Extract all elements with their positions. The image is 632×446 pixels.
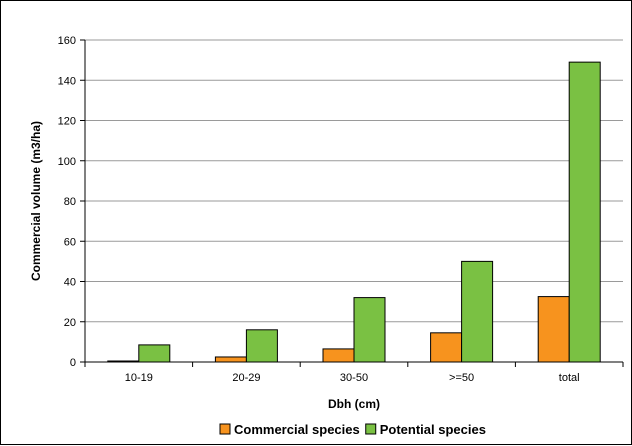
y-tick-label: 120	[58, 116, 76, 128]
legend-label: Potential species	[380, 422, 486, 437]
axes	[80, 39, 624, 367]
legend: Commercial species Potential species	[219, 422, 486, 437]
y-tick-label: 140	[58, 75, 76, 87]
y-tick-label: 100	[58, 156, 76, 168]
bar-potential-4	[568, 61, 601, 363]
bar-commercial-3	[430, 332, 463, 363]
x-tick-labels: 10-19 20-29 30-50 >=50 total	[125, 372, 580, 384]
y-tick-label: 80	[64, 196, 76, 208]
bars	[107, 61, 601, 363]
y-tick-label: 20	[64, 317, 76, 329]
x-tick-label: total	[559, 372, 580, 384]
y-axis-title: Commercial volume (m3/ha)	[29, 121, 43, 281]
x-axis-title: Dbh (cm)	[328, 397, 380, 411]
bar-commercial-4	[537, 296, 570, 363]
legend-swatch-commercial	[219, 423, 231, 435]
bar-commercial-1	[214, 356, 247, 363]
y-tick-label: 60	[64, 236, 76, 248]
bar-potential-1	[245, 329, 278, 363]
x-tick-label: 20-29	[232, 372, 260, 384]
y-tick-label: 40	[64, 277, 76, 289]
x-tick-label: 30-50	[340, 372, 368, 384]
legend-swatch-potential	[365, 423, 377, 435]
x-tick-label: 10-19	[125, 372, 153, 384]
bar-potential-3	[461, 260, 494, 363]
bar-potential-2	[353, 297, 386, 363]
y-tick-labels: 0 20 40 60 80 100 120 140 160	[58, 35, 76, 369]
legend-label: Commercial species	[234, 422, 360, 437]
bar-commercial-2	[322, 348, 355, 363]
y-tick-label: 0	[70, 357, 76, 369]
y-tick-label: 160	[58, 35, 76, 47]
x-tick-label: >=50	[449, 372, 474, 384]
gridlines	[85, 39, 623, 323]
bar-potential-0	[138, 344, 171, 363]
